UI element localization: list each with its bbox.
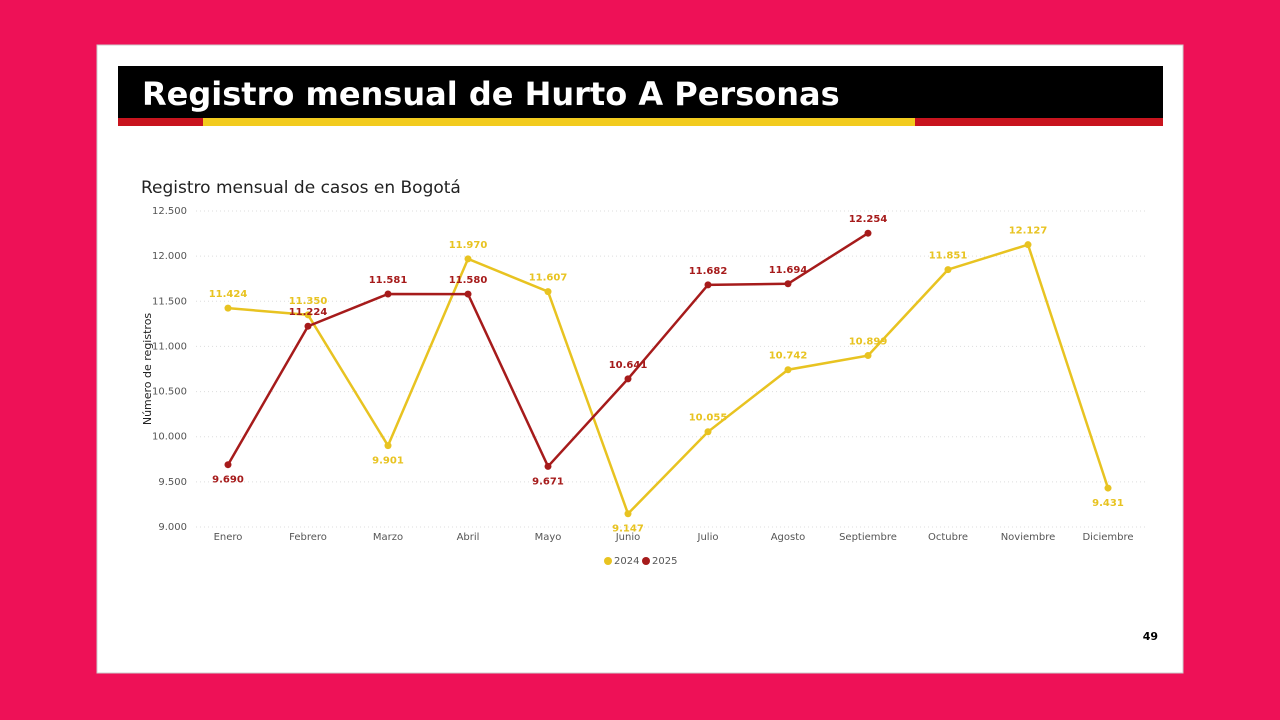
data-point: [1024, 241, 1032, 249]
y-tick-label: 11.500: [152, 296, 187, 307]
value-label: 12.127: [1009, 226, 1048, 237]
y-tick-label: 10.000: [152, 432, 187, 443]
x-tick-label: Agosto: [771, 532, 806, 543]
x-tick-label: Diciembre: [1082, 532, 1133, 543]
data-point: [384, 442, 392, 450]
data-point: [864, 229, 872, 237]
data-point: [224, 461, 232, 469]
data-point: [464, 255, 472, 263]
data-point: [304, 311, 312, 319]
value-label: 9.901: [372, 456, 404, 467]
x-tick-label: Enero: [214, 532, 243, 543]
y-tick-label: 10.500: [152, 387, 187, 398]
x-tick-label: Marzo: [373, 532, 403, 543]
title-bar: [118, 66, 1163, 118]
data-point: [544, 462, 552, 470]
data-point: [544, 288, 552, 296]
data-point: [464, 290, 472, 298]
x-tick-label: Septiembre: [839, 532, 897, 543]
data-point: [864, 352, 872, 360]
page-number: 49: [1143, 630, 1158, 643]
data-point: [784, 366, 792, 374]
y-tick-label: 11.000: [152, 341, 187, 352]
data-point: [784, 280, 792, 288]
series-line: [227, 243, 1110, 517]
y-tick-label: 12.500: [152, 206, 187, 217]
x-tick-label: Octubre: [928, 532, 968, 543]
legend-label: 2024: [614, 556, 639, 567]
value-label: 11.581: [369, 275, 408, 286]
data-point: [224, 304, 232, 312]
y-tick-label: 9.000: [158, 522, 187, 533]
y-tick-label: 12.000: [152, 251, 187, 262]
value-label: 12.254: [849, 214, 888, 225]
x-tick-label: Junio: [615, 532, 641, 543]
value-label: 11.682: [689, 266, 728, 277]
legend-swatch: [642, 557, 650, 565]
data-point: [704, 428, 712, 436]
value-label: 9.690: [212, 475, 244, 486]
value-label: 9.671: [532, 476, 564, 487]
value-label: 9.431: [1092, 498, 1124, 509]
data-point: [944, 266, 952, 274]
x-tick-label: Abril: [457, 532, 480, 543]
data-point: [704, 281, 712, 289]
x-tick-label: Julio: [697, 532, 719, 543]
title-stripe-yellow: [203, 118, 915, 126]
x-tick-label: Noviembre: [1001, 532, 1056, 543]
y-axis-label: Número de registros: [141, 313, 154, 426]
value-label: 11.851: [929, 251, 968, 262]
data-point: [624, 375, 632, 383]
slide-title: Registro mensual de Hurto A Personas: [142, 75, 840, 113]
value-label: 11.580: [449, 275, 488, 286]
data-point: [624, 510, 632, 518]
data-point: [304, 322, 312, 330]
value-label: 11.424: [209, 289, 248, 300]
value-label: 11.607: [529, 273, 568, 284]
legend-swatch: [604, 557, 612, 565]
value-label: 10.055: [689, 413, 728, 424]
value-label: 11.350: [289, 296, 328, 307]
value-label: 11.224: [289, 307, 328, 318]
data-point: [384, 290, 392, 298]
value-label: 11.970: [449, 240, 488, 251]
slide-background: [96, 44, 1184, 674]
value-label: 10.641: [609, 360, 648, 371]
x-tick-label: Febrero: [289, 532, 327, 543]
x-tick-label: Mayo: [535, 532, 562, 543]
value-label: 9.147: [612, 524, 644, 535]
legend-label: 2025: [652, 556, 677, 567]
chart-title: Registro mensual de casos en Bogotá: [141, 178, 461, 198]
value-label: 10.899: [849, 337, 888, 348]
value-label: 11.694: [769, 265, 808, 276]
data-point: [1104, 484, 1112, 492]
value-label: 10.742: [769, 351, 808, 362]
y-tick-label: 9.500: [158, 477, 187, 488]
